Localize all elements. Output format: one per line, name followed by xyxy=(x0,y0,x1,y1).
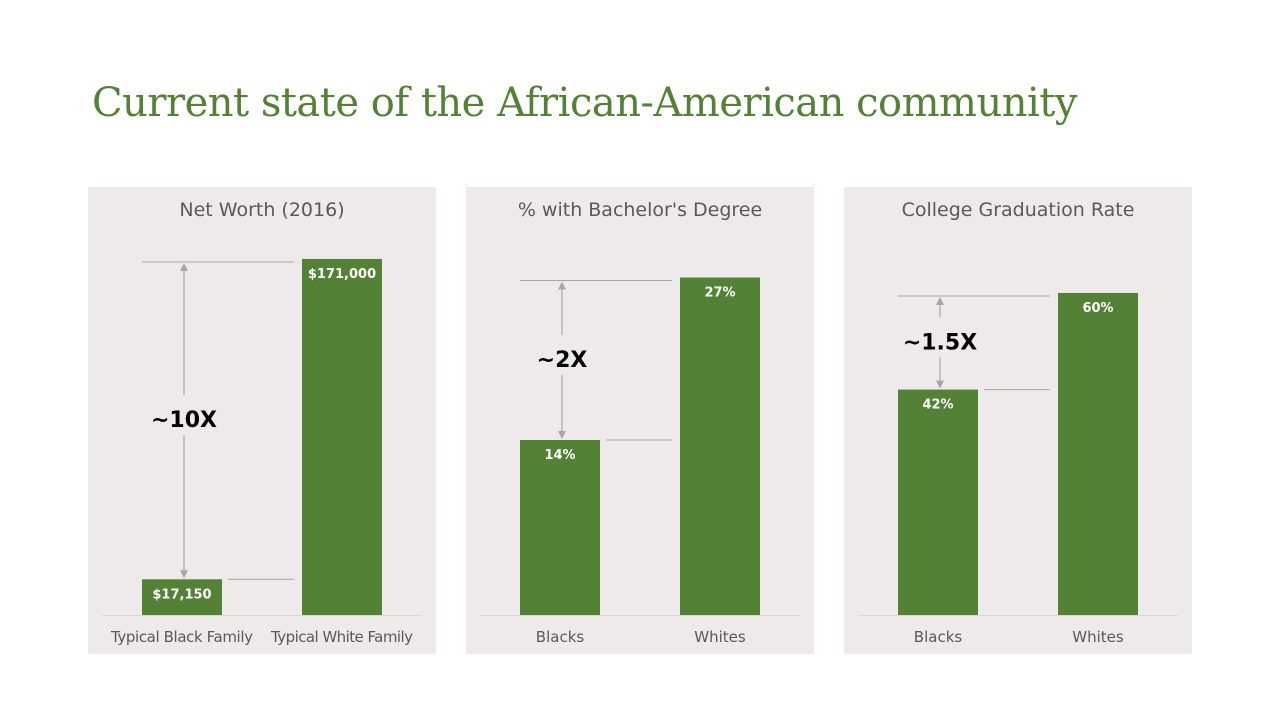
x-tick-label: Typical Black Family xyxy=(110,628,253,646)
chart-svg: $17,150 Typical Black Family $171,000 Typic… xyxy=(102,258,422,646)
slide-title: Current state of the African-American co… xyxy=(92,80,1077,126)
ratio-annotation: ~1.5X xyxy=(903,330,977,355)
x-tick-label: Whites xyxy=(1072,628,1124,646)
bar-blacks xyxy=(898,389,978,615)
bar-blacks xyxy=(520,440,600,615)
chart-bachelors-degree: % with Bachelor's Degree 14% Blacks 27% Whi… xyxy=(466,187,814,654)
chart-svg: 42% Blacks 60% Whites ~1.5X xyxy=(858,292,1178,646)
arrow-down-icon xyxy=(180,570,188,579)
arrow-up-icon xyxy=(180,262,188,271)
chart-svg: 14% Blacks 27% Whites ~2X xyxy=(480,277,800,646)
arrow-up-icon xyxy=(936,296,944,305)
data-label: 27% xyxy=(704,286,735,301)
arrow-down-icon xyxy=(558,431,566,439)
chart-title: College Graduation Rate xyxy=(901,199,1135,221)
ratio-annotation: ~2X xyxy=(537,348,588,373)
chart-title: % with Bachelor's Degree xyxy=(517,199,763,221)
data-label: $17,150 xyxy=(152,587,211,602)
bar-whites xyxy=(1058,292,1138,615)
x-tick-label: Blacks xyxy=(914,628,963,646)
data-label: $171,000 xyxy=(308,267,376,282)
bar-typical-black-family xyxy=(142,579,222,615)
ratio-annotation: ~10X xyxy=(151,408,217,433)
chart-graduation-rate: College Graduation Rate 42% Blacks 60% Whit… xyxy=(844,187,1192,654)
chart-net-worth: Net Worth (2016) $17,150 Typical Black Fa… xyxy=(88,187,436,654)
chart-title: Net Worth (2016) xyxy=(179,199,345,221)
bar-typical-white-family xyxy=(302,258,382,615)
arrow-up-icon xyxy=(558,281,566,290)
bar-whites xyxy=(680,277,760,615)
arrow-down-icon xyxy=(936,380,944,389)
data-label: 60% xyxy=(1082,301,1113,316)
data-label: 14% xyxy=(544,448,575,463)
x-tick-label: Typical White Family xyxy=(270,628,413,646)
x-tick-label: Whites xyxy=(694,628,746,646)
data-label: 42% xyxy=(922,398,953,413)
x-tick-label: Blacks xyxy=(536,628,585,646)
